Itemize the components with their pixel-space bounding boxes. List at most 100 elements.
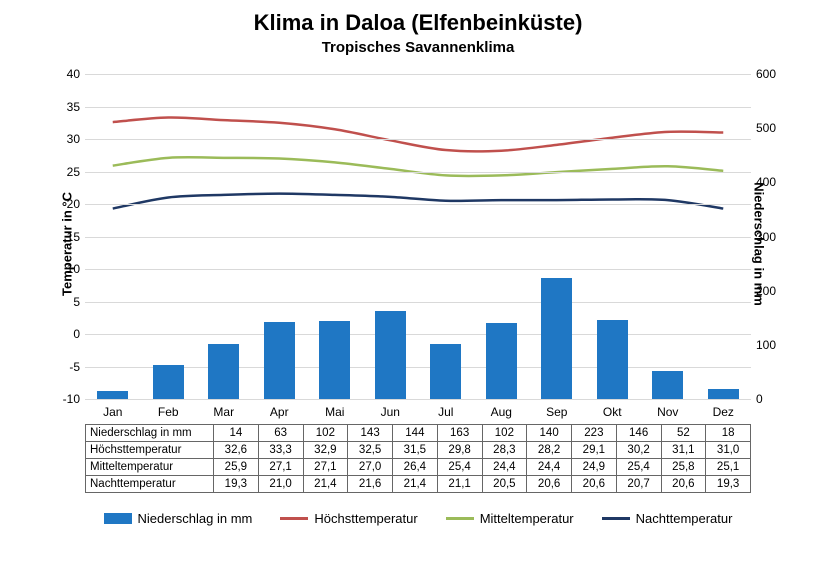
table-cell: 31,5	[393, 442, 438, 459]
night-line	[113, 194, 724, 209]
table-cell: 24,4	[482, 459, 527, 476]
legend-item-precip: Niederschlag in mm	[104, 511, 253, 526]
grid-line	[85, 367, 751, 368]
legend-swatch	[602, 517, 630, 520]
mean-line	[113, 157, 724, 176]
xtick: Mar	[213, 405, 234, 419]
precip-bar	[541, 278, 572, 399]
precip-bar	[264, 322, 295, 399]
row-label: Mitteltemperatur	[86, 459, 214, 476]
table-cell: 143	[348, 425, 393, 442]
xtick: Mai	[325, 405, 344, 419]
high-line	[113, 118, 724, 152]
xtick: Apr	[270, 405, 289, 419]
legend-item-night: Nachttemperatur	[602, 511, 733, 526]
table-cell: 19,3	[214, 476, 259, 493]
chart-container: Klima in Daloa (Elfenbeinküste) Tropisch…	[0, 0, 836, 575]
table-row: Höchsttemperatur32,633,332,932,531,529,8…	[86, 442, 751, 459]
table-row: Niederschlag in mm1463102143144163102140…	[86, 425, 751, 442]
xtick: Jun	[381, 405, 400, 419]
table-cell: 29,8	[437, 442, 482, 459]
precip-bar	[97, 391, 128, 399]
table-cell: 102	[482, 425, 527, 442]
table-cell: 21,6	[348, 476, 393, 493]
table-cell: 20,6	[572, 476, 617, 493]
legend-label: Nachttemperatur	[636, 511, 733, 526]
ytick-right: 200	[756, 284, 786, 298]
ytick-right: 400	[756, 175, 786, 189]
grid-line	[85, 107, 751, 108]
legend-label: Mitteltemperatur	[480, 511, 574, 526]
ytick-right: 100	[756, 338, 786, 352]
table-cell: 28,3	[482, 442, 527, 459]
table-cell: 163	[437, 425, 482, 442]
table-cell: 25,4	[616, 459, 661, 476]
table-cell: 31,0	[706, 442, 751, 459]
table-cell: 20,6	[527, 476, 572, 493]
table-cell: 146	[616, 425, 661, 442]
grid-line	[85, 204, 751, 205]
table-cell: 223	[572, 425, 617, 442]
precip-bar	[319, 321, 350, 399]
table-cell: 140	[527, 425, 572, 442]
table-cell: 27,0	[348, 459, 393, 476]
grid-line	[85, 334, 751, 335]
legend-swatch	[280, 517, 308, 520]
ytick-right: 500	[756, 121, 786, 135]
legend: Niederschlag in mmHöchsttemperaturMittel…	[15, 511, 821, 526]
precip-bar	[430, 344, 461, 399]
precip-bar	[486, 323, 517, 399]
xtick: Jan	[103, 405, 122, 419]
table-cell: 25,1	[706, 459, 751, 476]
precip-bar	[597, 320, 628, 399]
xtick: Sep	[546, 405, 567, 419]
table-cell: 24,4	[527, 459, 572, 476]
table-cell: 52	[661, 425, 706, 442]
precip-bar	[208, 344, 239, 399]
table-cell: 32,6	[214, 442, 259, 459]
xtick: Dez	[713, 405, 734, 419]
table-cell: 21,1	[437, 476, 482, 493]
table-cell: 21,0	[258, 476, 303, 493]
xtick: Feb	[158, 405, 179, 419]
legend-item-mean: Mitteltemperatur	[446, 511, 574, 526]
table-cell: 31,1	[661, 442, 706, 459]
grid-line	[85, 269, 751, 270]
grid-line	[85, 302, 751, 303]
table-cell: 27,1	[303, 459, 348, 476]
table-cell: 32,5	[348, 442, 393, 459]
row-label: Höchsttemperatur	[86, 442, 214, 459]
ytick-left: 0	[55, 327, 80, 341]
ytick-left: 30	[55, 132, 80, 146]
chart-title: Klima in Daloa (Elfenbeinküste)	[15, 10, 821, 36]
ytick-right: 300	[756, 230, 786, 244]
ytick-left: -10	[55, 392, 80, 406]
plot-region: -10-505101520253035400100200300400500600…	[85, 74, 751, 399]
table-cell: 20,5	[482, 476, 527, 493]
precip-bar	[375, 311, 406, 399]
grid-line	[85, 74, 751, 75]
xtick: Aug	[491, 405, 512, 419]
table-cell: 18	[706, 425, 751, 442]
table-cell: 29,1	[572, 442, 617, 459]
table-cell: 20,7	[616, 476, 661, 493]
ytick-left: 10	[55, 262, 80, 276]
table-cell: 25,8	[661, 459, 706, 476]
precip-bar	[652, 371, 683, 399]
table-cell: 63	[258, 425, 303, 442]
grid-line	[85, 237, 751, 238]
data-table: Niederschlag in mm1463102143144163102140…	[85, 424, 751, 493]
table-cell: 24,9	[572, 459, 617, 476]
xtick: Okt	[603, 405, 622, 419]
table-cell: 28,2	[527, 442, 572, 459]
table-cell: 21,4	[393, 476, 438, 493]
table-cell: 21,4	[303, 476, 348, 493]
legend-label: Niederschlag in mm	[138, 511, 253, 526]
table-cell: 102	[303, 425, 348, 442]
table-cell: 26,4	[393, 459, 438, 476]
table-cell: 144	[393, 425, 438, 442]
ytick-left: 20	[55, 197, 80, 211]
table-cell: 19,3	[706, 476, 751, 493]
grid-line	[85, 172, 751, 173]
table-cell: 33,3	[258, 442, 303, 459]
